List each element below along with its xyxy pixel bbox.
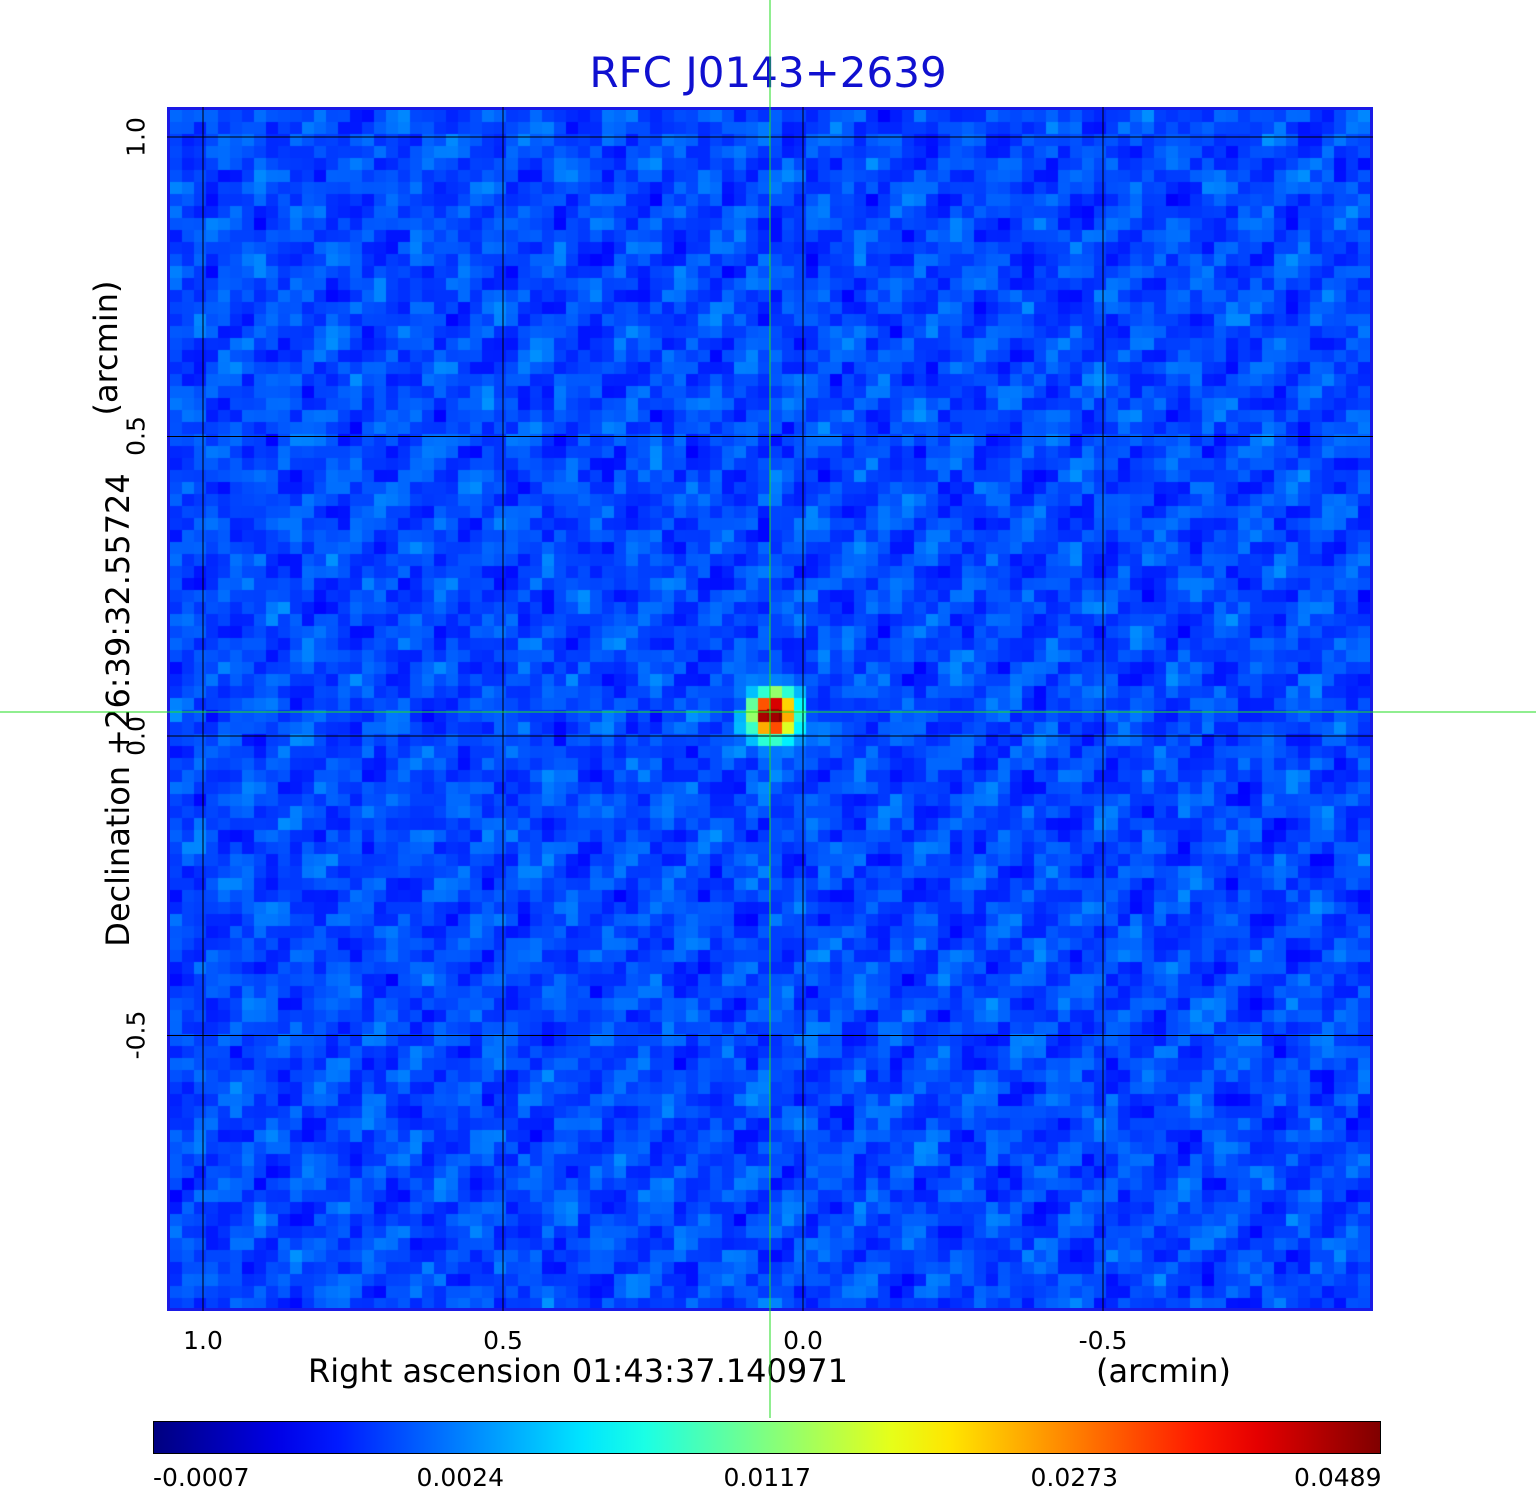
x-axis-label: Right ascension 01:43:37.140971 <box>308 1352 848 1390</box>
y-tick-label: -0.5 <box>121 1011 151 1060</box>
chart-title: RFC J0143+2639 <box>589 48 947 97</box>
y-axis-unit: (arcmin) <box>87 280 125 416</box>
y-tick-label: 0.5 <box>121 416 151 457</box>
x-tick-label: 1.0 <box>183 1326 223 1355</box>
x-tick-label: 0.5 <box>483 1326 523 1355</box>
colorbar-tick-label: 0.0489 <box>1294 1463 1382 1492</box>
y-tick-label: 1.0 <box>121 117 151 157</box>
x-axis-unit: (arcmin) <box>1096 1352 1231 1390</box>
colorbar <box>153 1421 1381 1454</box>
colorbar-tick-label: -0.0007 <box>153 1463 250 1492</box>
heatmap-image <box>170 110 1370 1308</box>
colorbar-tick-label: 0.0024 <box>416 1463 504 1492</box>
colorbar-tick-label: 0.0117 <box>723 1463 811 1492</box>
plot-area <box>167 107 1373 1311</box>
y-axis-label: Declination +26:39:32.55724 <box>99 473 137 947</box>
x-tick-label: 0.0 <box>783 1326 823 1355</box>
colorbar-tick-label: 0.0273 <box>1030 1463 1118 1492</box>
x-tick-label: -0.5 <box>1078 1326 1128 1355</box>
